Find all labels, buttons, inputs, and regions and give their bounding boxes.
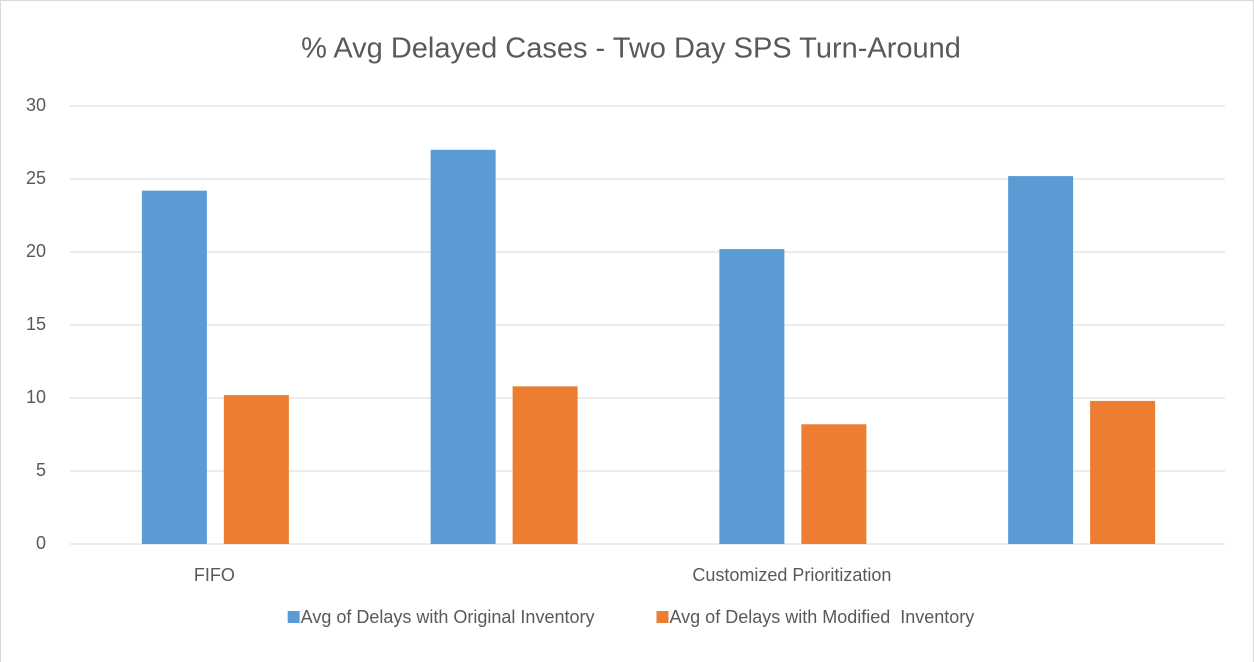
bar (512, 386, 578, 544)
chart-title: % Avg Delayed Cases - Two Day SPS Turn-A… (301, 33, 961, 65)
bar (430, 149, 496, 545)
y-tick-label: 5 (36, 460, 46, 480)
y-tick-label: 10 (26, 387, 46, 407)
y-tick-label: 30 (26, 95, 46, 115)
legend-swatch (656, 611, 669, 623)
bar (223, 395, 289, 544)
y-tick-label: 20 (26, 241, 46, 261)
legend-label: Avg of Delays with Modified Inventory (669, 607, 974, 627)
x-tick-label: Customized Prioritization (692, 565, 891, 585)
legend-label: Avg of Delays with Original Inventory (301, 607, 595, 627)
legend-swatch (287, 611, 300, 623)
y-tick-label: 15 (26, 314, 46, 334)
y-tick-label: 25 (26, 168, 46, 188)
bar (801, 424, 867, 544)
bar (719, 249, 785, 544)
x-tick-label: FIFO (194, 565, 235, 585)
bar (141, 190, 207, 544)
y-tick-label: 0 (36, 533, 46, 553)
bar (1090, 400, 1156, 544)
bar (1008, 176, 1074, 544)
